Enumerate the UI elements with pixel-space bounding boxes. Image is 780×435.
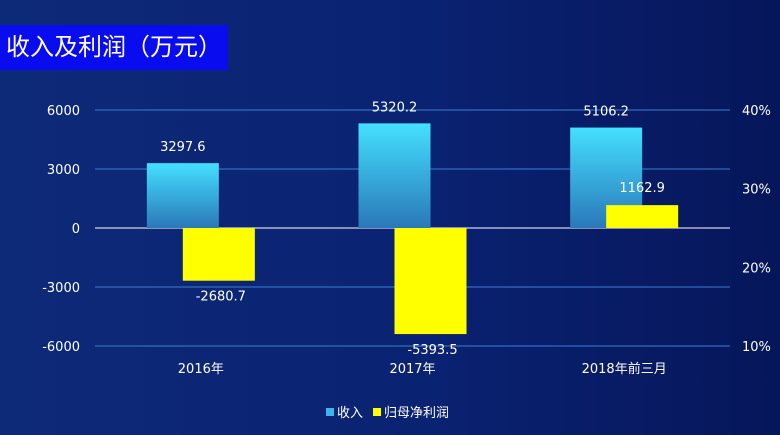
net-profit-bar xyxy=(606,205,679,228)
y-tick-label: 3000 xyxy=(47,163,80,178)
net-profit-bar xyxy=(182,228,255,281)
y2-tick-label: 30% xyxy=(742,183,771,198)
x-tick-label: 2017年 xyxy=(389,362,435,377)
y2-tick-label: 10% xyxy=(742,340,771,355)
legend-swatch-revenue xyxy=(326,408,334,416)
legend-label: 收入 xyxy=(337,406,363,421)
data-label: 5320.2 xyxy=(372,100,418,115)
legend-label: 归母净利润 xyxy=(384,406,449,421)
revenue-bar xyxy=(146,163,219,228)
x-tick-label: 2016年 xyxy=(178,362,224,377)
revenue-bar xyxy=(358,123,431,228)
y-tick-label: -3000 xyxy=(42,281,80,296)
legend-swatch-net-profit xyxy=(373,408,381,416)
data-label: 3297.6 xyxy=(160,140,206,155)
data-label: -5393.5 xyxy=(407,343,457,358)
y2-tick-label: 20% xyxy=(742,261,771,276)
net-profit-bar xyxy=(394,228,467,335)
chart-title: 收入及利润（万元） xyxy=(0,25,228,70)
x-tick-label: 2018年前三月 xyxy=(582,361,667,377)
data-label: 1162.9 xyxy=(619,181,665,196)
data-label: -2680.7 xyxy=(196,290,246,305)
y2-tick-label: 40% xyxy=(742,104,771,119)
y-tick-label: -6000 xyxy=(42,340,80,355)
y-tick-label: 6000 xyxy=(47,104,80,119)
y-tick-label: 0 xyxy=(72,222,80,237)
data-label: 5106.2 xyxy=(583,105,629,120)
